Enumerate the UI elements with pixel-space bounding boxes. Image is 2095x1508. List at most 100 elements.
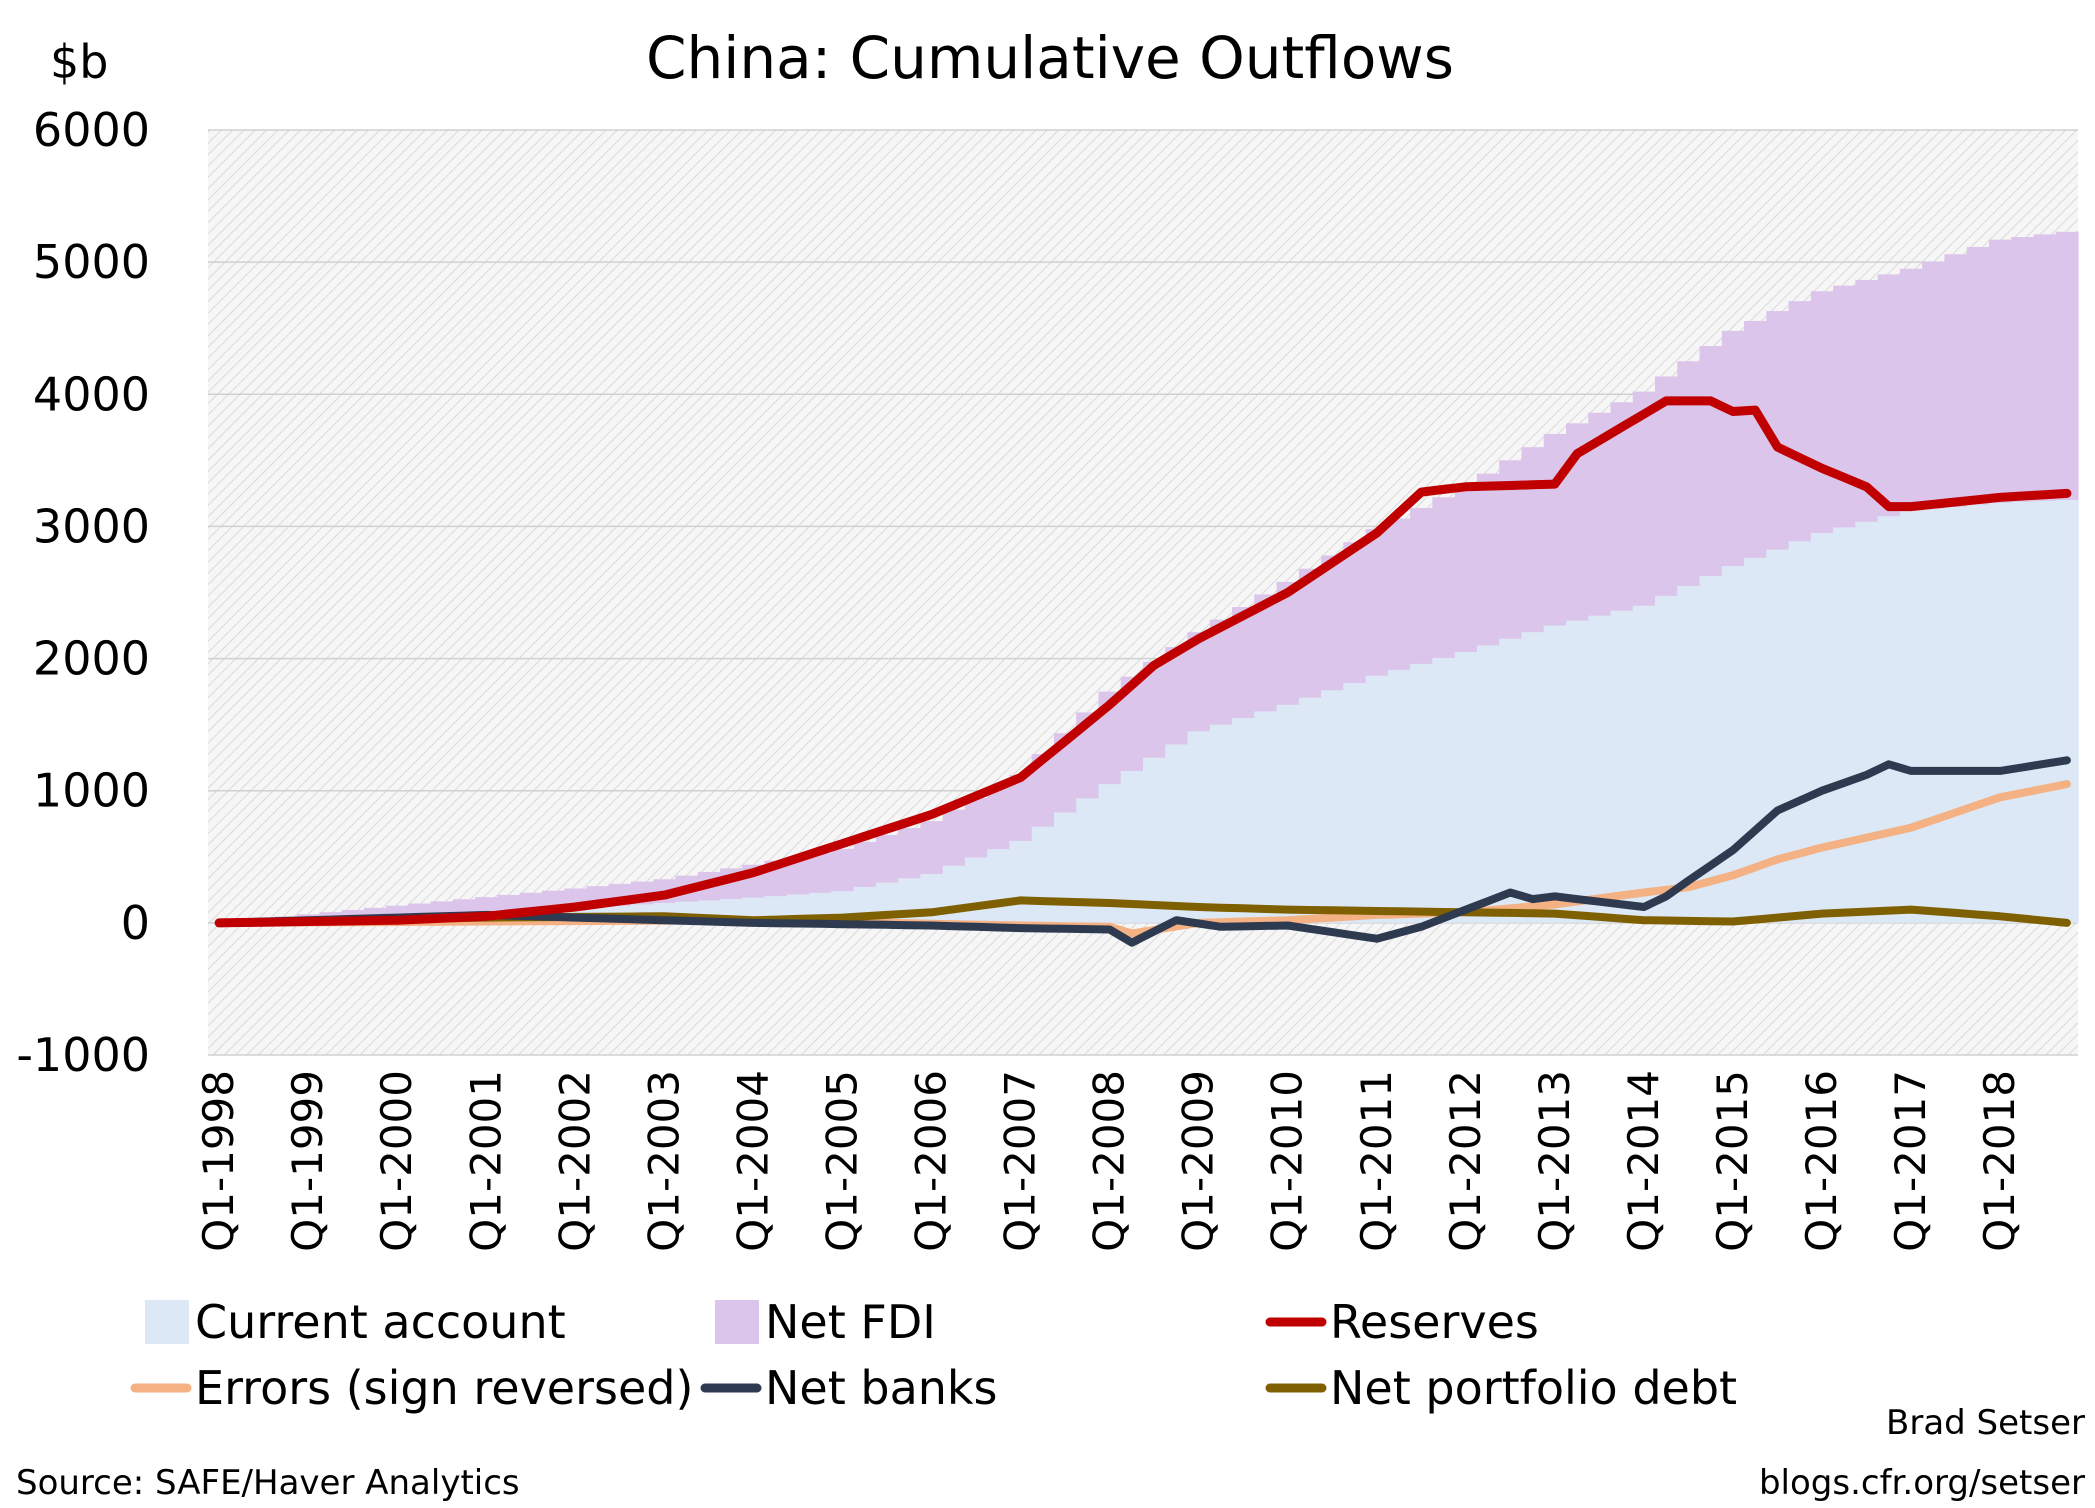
y-tick-label: 4000	[33, 367, 150, 421]
x-tick-label: Q1-2017	[1886, 1070, 1935, 1252]
area-bar	[1966, 504, 1990, 923]
y-axis-ticks: 6000 5000 4000 3000 2000 1000 0 -1000	[16, 103, 150, 1082]
x-tick-label: Q1-2000	[372, 1070, 421, 1252]
area-bar	[1209, 724, 1233, 923]
area-bar	[1944, 506, 1968, 923]
x-tick-label: Q1-2006	[907, 1070, 956, 1252]
x-tick-label: Q1-2012	[1441, 1070, 1490, 1252]
blog-url: blogs.cfr.org/setser	[1759, 1463, 2085, 1503]
area-bar	[1610, 610, 1634, 923]
area-bar	[1855, 521, 1879, 923]
area-bar	[1120, 770, 1144, 923]
y-tick-label: 5000	[33, 235, 150, 289]
area-bar	[1410, 663, 1434, 923]
area-bar	[1833, 527, 1856, 923]
x-tick-label: Q1-2001	[461, 1070, 510, 1252]
x-tick-label: Q1-2010	[1263, 1070, 1312, 1252]
area-bar	[1677, 585, 1701, 923]
area-bar	[1922, 508, 1946, 923]
author-credit: Brad Setser	[1886, 1403, 2085, 1443]
x-tick-label: Q1-2007	[996, 1070, 1045, 1252]
area-bar	[1632, 605, 1656, 923]
area-bar	[1454, 651, 1478, 923]
area-bar	[1543, 625, 1567, 923]
area-bar	[1721, 566, 1745, 923]
area-bar	[1232, 718, 1255, 923]
area-bar	[1788, 541, 1812, 923]
area-bar	[1009, 840, 1033, 923]
area-bar	[1810, 533, 1834, 923]
area-bar	[1076, 798, 1100, 923]
legend-item: Current account	[145, 1295, 566, 1349]
legend-item: Net portfolio debt	[1265, 1361, 1737, 1415]
legend: Current account Net FDI Reserves Errors (si…	[130, 1295, 1737, 1415]
area-bar	[1476, 645, 1500, 923]
area-bar	[1143, 757, 1166, 923]
legend-label: Reserves	[1330, 1295, 1539, 1349]
y-tick-label: 3000	[33, 499, 150, 553]
legend-swatch	[715, 1300, 759, 1344]
area-bar	[1254, 711, 1278, 923]
area-bar	[1387, 669, 1411, 923]
area-bar	[1321, 690, 1344, 923]
legend-label: Net portfolio debt	[1330, 1361, 1737, 1415]
area-bar	[1053, 812, 1077, 923]
x-tick-label: Q1-2016	[1797, 1070, 1846, 1252]
area-bar	[1432, 657, 1456, 923]
x-tick-label: Q1-1998	[194, 1070, 243, 1252]
x-tick-label: Q1-2009	[1174, 1070, 1223, 1252]
area-bar	[1521, 632, 1545, 923]
area-bar	[2011, 501, 2035, 923]
y-tick-label: 2000	[33, 632, 150, 686]
x-tick-label: Q1-2018	[1975, 1070, 2024, 1252]
legend-swatch	[145, 1300, 189, 1344]
area-bar	[1276, 704, 1300, 923]
x-tick-label: Q1-2011	[1352, 1070, 1401, 1252]
area-bar	[1298, 697, 1322, 923]
legend-label: Current account	[195, 1295, 566, 1349]
area-bar	[1565, 620, 1589, 923]
x-tick-label: Q1-2003	[639, 1070, 688, 1252]
x-tick-label: Q1-2002	[550, 1070, 599, 1252]
source-note: Source: SAFE/Haver Analytics	[16, 1463, 520, 1503]
x-tick-label: Q1-2004	[728, 1070, 777, 1252]
area-bar	[1365, 675, 1389, 923]
y-tick-label: -1000	[16, 1028, 150, 1082]
x-tick-label: Q1-2008	[1085, 1070, 1134, 1252]
line-series	[214, 396, 2072, 947]
area-bar	[2055, 500, 2079, 923]
chart-title: China: Cumulative Outflows	[646, 24, 1454, 92]
x-tick-label: Q1-2014	[1619, 1070, 1668, 1252]
y-tick-label: 1000	[33, 764, 150, 818]
line-errors-sign-reversed-	[215, 780, 2071, 938]
area-bar	[1187, 731, 1211, 923]
y-axis-unit-label: $b	[50, 35, 108, 89]
x-tick-label: Q1-2005	[817, 1070, 866, 1252]
area-bar	[1588, 615, 1612, 923]
legend-label: Errors (sign reversed)	[195, 1361, 693, 1415]
legend-item: Reserves	[1265, 1295, 1539, 1349]
area-bar	[1499, 638, 1523, 923]
x-tick-label: Q1-2013	[1530, 1070, 1579, 1252]
legend-item: Net banks	[700, 1361, 998, 1415]
legend-label: Net FDI	[765, 1295, 936, 1349]
line-reserves	[214, 396, 2072, 928]
area-bar	[1098, 784, 1122, 923]
area-bar	[964, 857, 988, 923]
area-bar	[1343, 683, 1367, 923]
area-bar	[1877, 516, 1901, 923]
area-bar	[1766, 549, 1790, 923]
area-bar	[1031, 826, 1055, 923]
area-bar	[1988, 502, 2012, 923]
legend-label: Net banks	[765, 1361, 998, 1415]
legend-item: Net FDI	[715, 1295, 936, 1349]
y-tick-label: 0	[121, 896, 150, 950]
x-axis-ticks: Q1-1998 Q1-1999 Q1-2000 Q1-2001 Q1-2002 Q1-20…	[194, 1070, 2024, 1252]
x-tick-label: Q1-1999	[283, 1070, 332, 1252]
area-bar	[987, 849, 1011, 923]
area-bar	[1699, 575, 1723, 923]
area-bar	[1899, 510, 1923, 923]
area-bar	[1655, 595, 1678, 923]
area-bar	[2033, 500, 2057, 923]
